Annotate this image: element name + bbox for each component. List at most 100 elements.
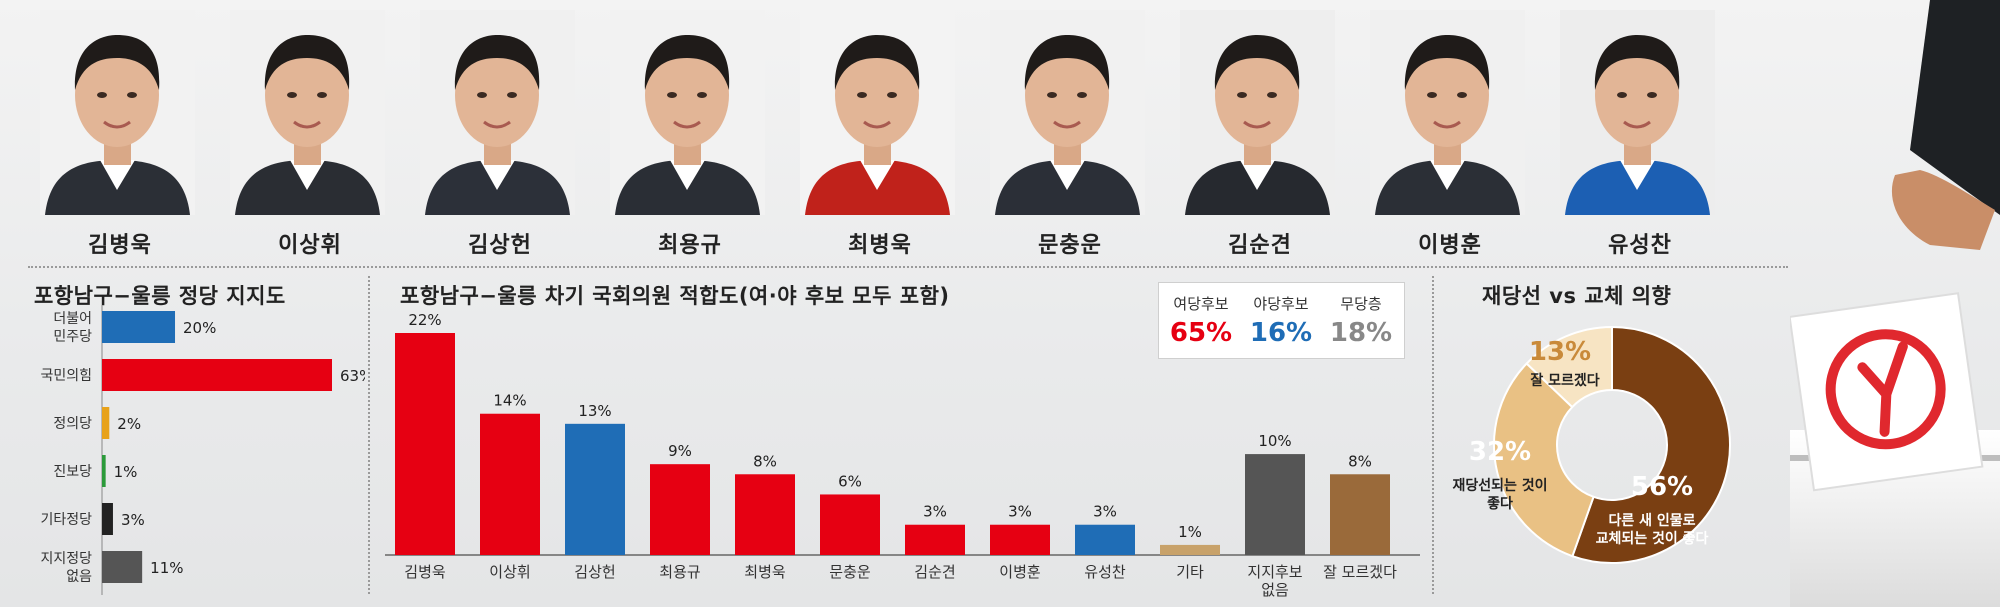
bar bbox=[102, 359, 332, 391]
data-label: 6% bbox=[838, 472, 862, 490]
bar bbox=[1160, 544, 1220, 555]
data-label: 11% bbox=[150, 559, 183, 577]
legend-independent-value: 18% bbox=[1329, 318, 1393, 348]
reelection-title: 재당선 vs 교체 의향 bbox=[1482, 284, 1672, 308]
sleeve-icon bbox=[1910, 0, 2000, 215]
candidate-name: 유성찬 bbox=[1608, 233, 1672, 258]
tick-label: 최병욱 bbox=[744, 563, 785, 581]
legend-opposition-value: 16% bbox=[1249, 318, 1313, 348]
data-label: 32% bbox=[1469, 437, 1531, 467]
vertical-divider-2 bbox=[1432, 276, 1434, 594]
candidate-name: 최용규 bbox=[658, 233, 722, 258]
bar bbox=[990, 524, 1050, 555]
tick-label: 없음 bbox=[1261, 581, 1289, 599]
bar bbox=[102, 311, 176, 343]
section-divider bbox=[28, 266, 1788, 268]
tick-label: 김순견 bbox=[914, 563, 955, 581]
hand-icon bbox=[1891, 170, 1995, 250]
data-label: 3% bbox=[1008, 503, 1032, 521]
tick-label: 기타정당 bbox=[40, 512, 92, 528]
candidate-photo-icon bbox=[1560, 10, 1715, 215]
candidate-name: 김상헌 bbox=[468, 233, 532, 258]
candidate-card: 유성찬 bbox=[1560, 10, 1720, 259]
tick-label: 국민의힘 bbox=[40, 368, 92, 384]
tick-label: 정의당 bbox=[53, 416, 92, 432]
tick-label: 김상헌 bbox=[574, 563, 615, 581]
candidate-photo-icon bbox=[1180, 10, 1335, 215]
bar bbox=[480, 413, 540, 555]
bar bbox=[905, 524, 965, 555]
bar bbox=[102, 407, 110, 439]
candidate-photo-icon bbox=[420, 10, 575, 215]
candidate-photo-icon bbox=[230, 10, 385, 215]
data-label: 20% bbox=[183, 319, 216, 337]
tick-label: 유성찬 bbox=[1084, 563, 1126, 581]
tick-label: 이상휘 bbox=[489, 563, 530, 581]
data-label: 22% bbox=[408, 311, 441, 329]
bar bbox=[565, 423, 625, 555]
tick-label: 지지후보 bbox=[1247, 563, 1302, 581]
candidate-card: 김순견 bbox=[1180, 10, 1340, 259]
legend-ruling-value: 65% bbox=[1169, 318, 1233, 348]
legend-ruling-label: 여당후보 bbox=[1173, 295, 1229, 313]
tick-label: 최용규 bbox=[659, 563, 700, 581]
bar bbox=[102, 455, 106, 487]
pie-slice bbox=[1525, 325, 1613, 409]
data-label: 1% bbox=[114, 463, 138, 481]
bar bbox=[1245, 454, 1305, 555]
data-label: 1% bbox=[1178, 523, 1202, 541]
suitability-chart: 22% 김병욱 14% 이상휘 13% 김상헌 9% 최용규 8% 최병욱 6% 문충운 3% 김순견 3%… bbox=[385, 311, 1420, 599]
tick-label: 잘 모르겠다 bbox=[1323, 563, 1397, 581]
legend-independent: 무당층 18% bbox=[1321, 293, 1401, 348]
data-label: 13% bbox=[1529, 337, 1591, 367]
candidate-name: 김순견 bbox=[1228, 233, 1292, 258]
data-label: 2% bbox=[117, 415, 141, 433]
candidate-card: 김병욱 bbox=[40, 10, 200, 259]
tick-label: 진보당 bbox=[53, 464, 92, 480]
legend-ruling: 여당후보 65% bbox=[1161, 293, 1241, 348]
vote-stamp-icon bbox=[1825, 329, 1946, 450]
suitability-title: 포항남구−울릉 차기 국회의원 적합도(여·야 후보 모두 포함) bbox=[400, 284, 950, 308]
bar bbox=[1075, 524, 1135, 555]
candidate-card: 이상휘 bbox=[230, 10, 390, 259]
candidate-name: 이상휘 bbox=[278, 233, 342, 258]
data-label: 10% bbox=[1258, 432, 1291, 450]
ballot-illustration bbox=[1790, 0, 2000, 607]
candidate-card: 이병훈 bbox=[1370, 10, 1530, 259]
slice-label: 다른 새 인물로 bbox=[1608, 512, 1695, 529]
data-label: 56% bbox=[1631, 472, 1693, 502]
tick-label: 김병욱 bbox=[404, 563, 445, 581]
tick-label: 없음 bbox=[66, 569, 92, 585]
bar bbox=[102, 503, 113, 535]
bar bbox=[1330, 474, 1390, 555]
pie-slice bbox=[1571, 325, 1731, 564]
vertical-divider bbox=[368, 276, 370, 594]
bar bbox=[735, 474, 795, 555]
candidate-name: 문충운 bbox=[1038, 233, 1102, 258]
legend-independent-label: 무당층 bbox=[1340, 295, 1382, 313]
data-label: 9% bbox=[668, 442, 692, 460]
data-label: 63% bbox=[340, 367, 365, 385]
slice-label: 좋다 bbox=[1487, 496, 1513, 512]
slice-label: 교체되는 것이 좋다 bbox=[1596, 530, 1709, 547]
data-label: 14% bbox=[493, 392, 526, 410]
candidate-name: 김병욱 bbox=[88, 233, 152, 258]
candidate-card: 김상헌 bbox=[420, 10, 580, 259]
tick-label: 기타 bbox=[1176, 563, 1204, 581]
party-support-title: 포항남구−울릉 정당 지지도 bbox=[34, 284, 286, 308]
data-label: 13% bbox=[578, 402, 611, 420]
legend-opposition: 야당후보 16% bbox=[1241, 293, 1321, 348]
candidate-photo-icon bbox=[40, 10, 195, 215]
data-label: 3% bbox=[923, 503, 947, 521]
bar bbox=[650, 464, 710, 555]
data-label: 3% bbox=[1093, 503, 1117, 521]
slice-label: 재당선되는 것이 bbox=[1452, 477, 1547, 494]
tick-label: 이병훈 bbox=[999, 563, 1040, 581]
pie-slice bbox=[1493, 362, 1595, 558]
legend-opposition-label: 야당후보 bbox=[1253, 295, 1309, 313]
tick-label: 민주당 bbox=[53, 329, 92, 345]
tick-label: 더불어 bbox=[53, 311, 92, 327]
bar bbox=[820, 494, 880, 555]
